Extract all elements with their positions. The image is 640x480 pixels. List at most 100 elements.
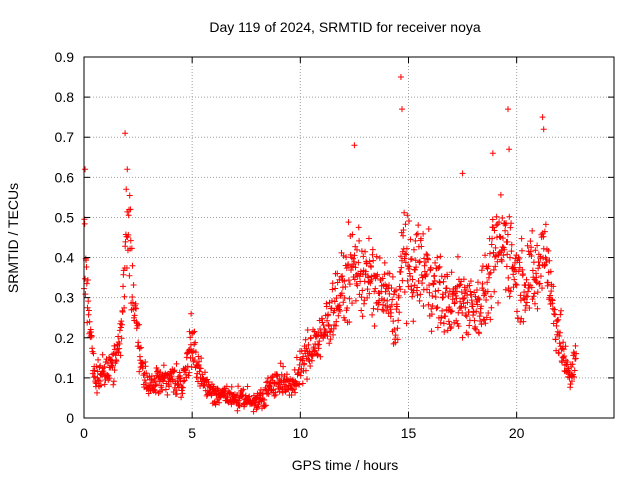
data-point <box>101 363 108 370</box>
data-point <box>459 334 466 341</box>
data-point <box>323 329 330 336</box>
data-point <box>414 292 421 299</box>
data-point <box>402 250 409 257</box>
data-point <box>280 363 287 370</box>
data-point <box>283 371 290 378</box>
data-point <box>99 351 106 358</box>
data-point <box>308 357 315 364</box>
data-point <box>358 307 365 314</box>
data-point <box>548 288 555 295</box>
data-point <box>423 271 430 278</box>
data-point <box>568 363 575 370</box>
data-point <box>313 333 320 340</box>
data-point <box>388 301 395 308</box>
data-point <box>93 363 100 370</box>
data-point <box>341 294 348 301</box>
data-point <box>436 263 443 270</box>
data-point <box>462 304 469 311</box>
y-tick-label: 0.2 <box>55 330 75 346</box>
data-point <box>367 280 374 287</box>
data-point <box>127 237 134 244</box>
data-point <box>97 362 104 369</box>
data-point <box>129 299 136 306</box>
data-point <box>425 256 432 263</box>
data-point <box>101 381 108 388</box>
data-point <box>337 292 344 299</box>
data-point <box>523 292 530 299</box>
data-point <box>370 305 377 312</box>
data-point <box>441 328 448 335</box>
data-point <box>527 238 534 245</box>
data-point <box>414 230 421 237</box>
data-point <box>573 350 580 357</box>
data-point <box>136 368 143 375</box>
data-point <box>394 336 401 343</box>
data-point <box>504 231 511 238</box>
data-point <box>511 276 518 283</box>
data-point <box>491 253 498 260</box>
data-point <box>82 275 89 282</box>
data-point <box>386 290 393 297</box>
data-point <box>403 320 410 327</box>
data-point <box>484 288 491 295</box>
data-point <box>412 237 419 244</box>
data-point <box>278 371 285 378</box>
data-point <box>541 262 548 269</box>
data-point <box>302 367 309 374</box>
data-point <box>180 378 187 385</box>
data-point <box>351 252 358 259</box>
data-points <box>81 74 580 415</box>
data-point <box>524 293 531 300</box>
x-tick-label: 20 <box>509 425 525 441</box>
data-point <box>487 316 494 323</box>
data-point <box>152 382 159 389</box>
data-point <box>410 246 417 253</box>
data-point <box>458 288 465 295</box>
data-point <box>510 271 517 278</box>
data-point <box>568 378 575 385</box>
data-point <box>540 126 547 133</box>
data-point <box>381 259 388 266</box>
data-point <box>359 313 366 320</box>
data-point <box>330 331 337 338</box>
data-point <box>444 273 451 280</box>
data-point <box>129 294 136 301</box>
data-point <box>425 226 432 233</box>
data-point <box>417 291 424 298</box>
data-point <box>369 251 376 258</box>
data-point <box>501 246 508 253</box>
data-point <box>409 276 416 283</box>
data-point <box>518 247 525 254</box>
data-point <box>94 389 101 396</box>
data-point <box>304 376 311 383</box>
data-point <box>329 286 336 293</box>
data-point <box>316 338 323 345</box>
y-tick-label: 0.5 <box>55 209 75 225</box>
data-point <box>447 308 454 315</box>
y-tick-label: 0.3 <box>55 290 75 306</box>
data-point <box>505 274 512 281</box>
data-point <box>111 367 118 374</box>
y-tick-label: 0.1 <box>55 370 75 386</box>
data-point <box>272 391 279 398</box>
data-point <box>409 293 416 300</box>
data-point <box>223 383 230 390</box>
data-point <box>91 367 98 374</box>
data-point <box>351 258 358 265</box>
data-point <box>308 352 315 359</box>
data-point <box>485 263 492 270</box>
data-point <box>356 237 363 244</box>
data-point <box>398 264 405 271</box>
data-point <box>264 375 271 382</box>
data-point <box>388 309 395 316</box>
data-point <box>440 320 447 327</box>
data-point <box>478 267 485 274</box>
data-point <box>429 302 436 309</box>
data-point <box>484 279 491 286</box>
data-point <box>155 373 162 380</box>
data-point <box>329 280 336 287</box>
data-point <box>331 298 338 305</box>
data-point <box>491 227 498 234</box>
data-point <box>173 390 180 397</box>
